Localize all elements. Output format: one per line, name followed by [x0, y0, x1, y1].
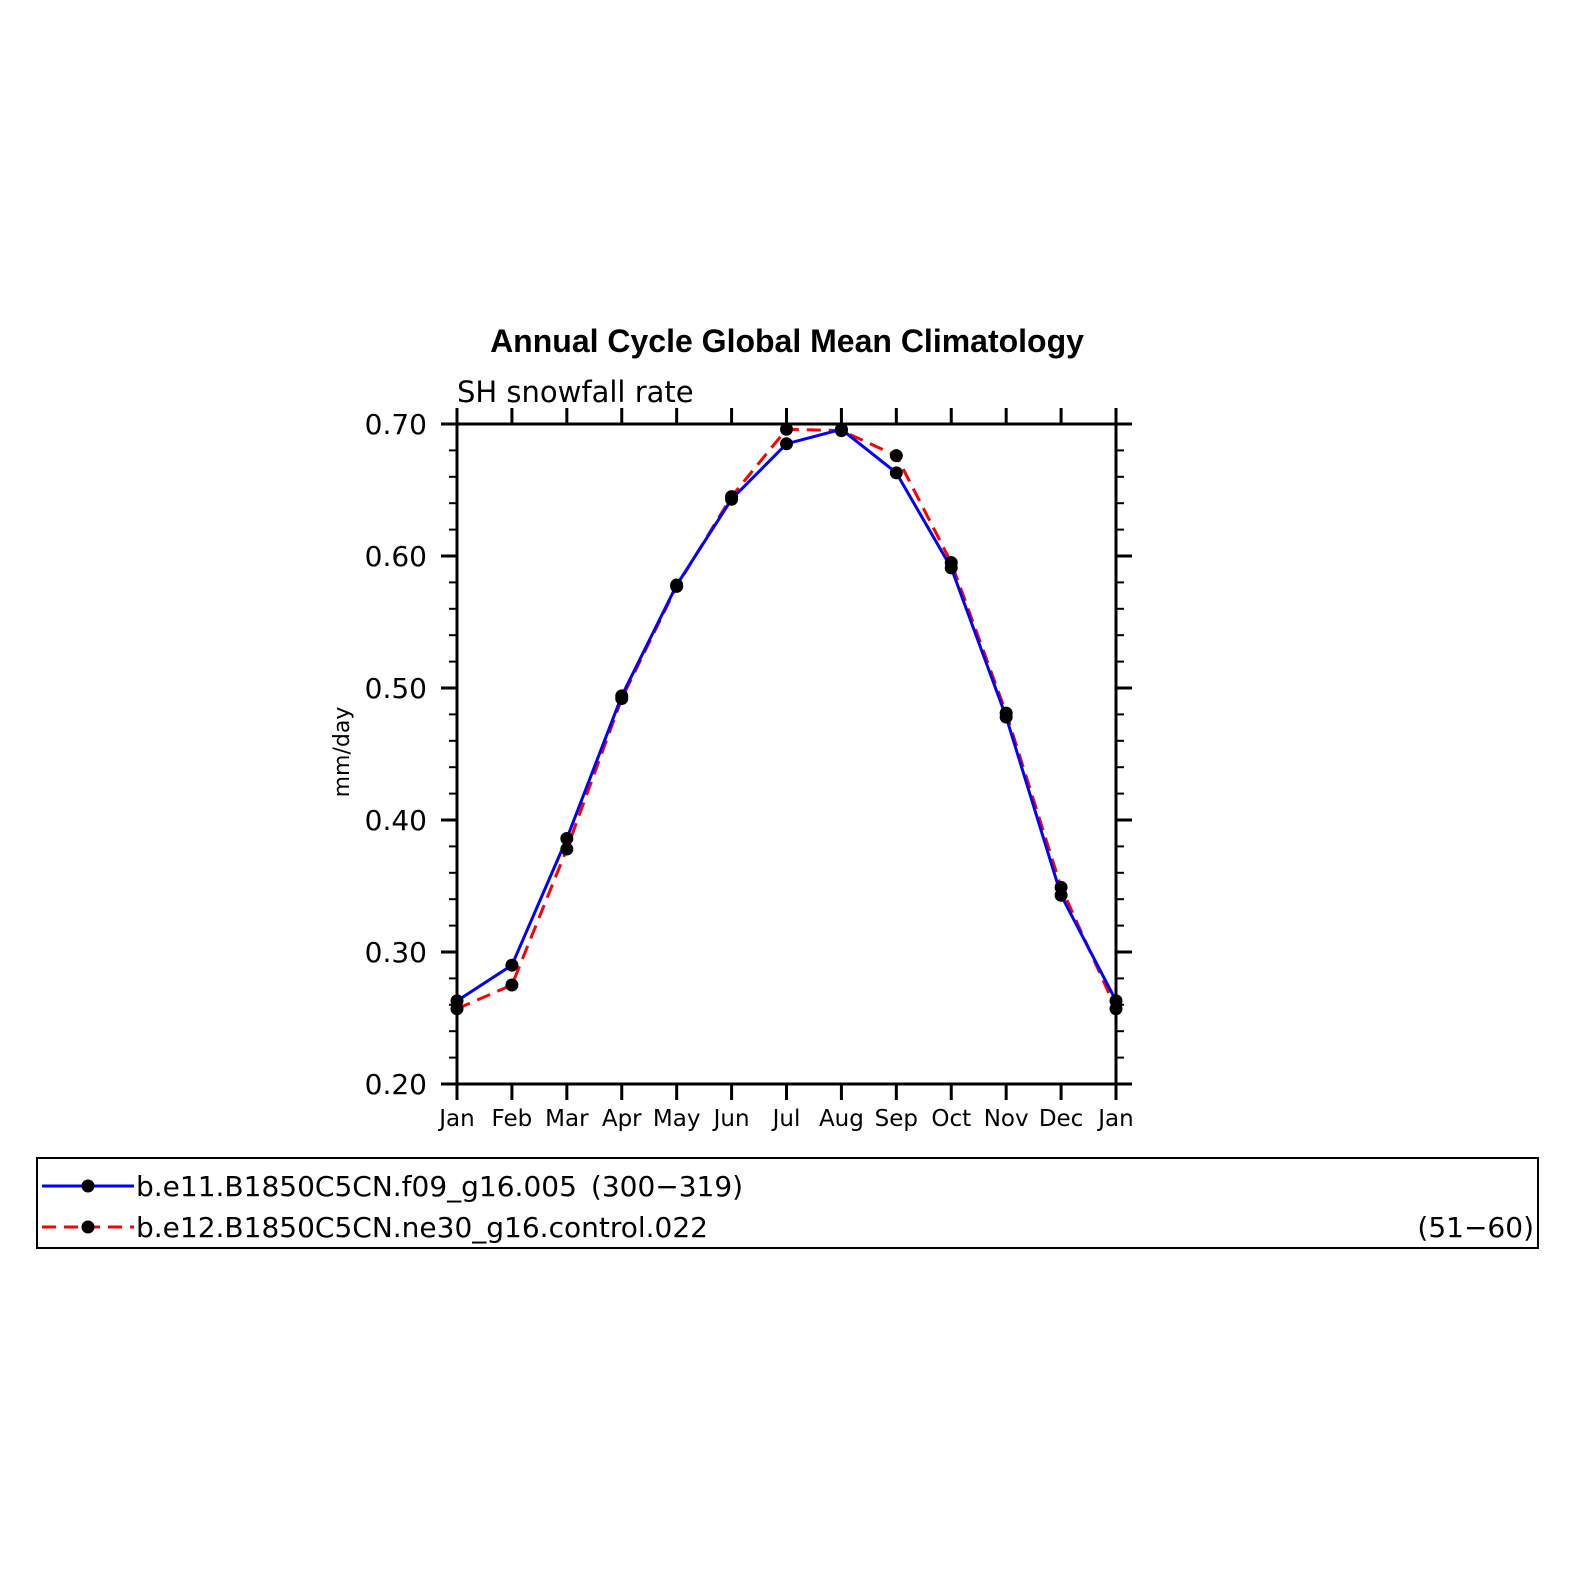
data-point-series-1	[560, 831, 574, 845]
chart-subtitle: SH snowfall rate	[457, 375, 694, 409]
x-tick-label: Nov	[984, 1106, 1029, 1132]
y-tick-label: 0.70	[365, 408, 427, 441]
data-point-series-2	[725, 490, 739, 504]
legend-marker-2	[81, 1220, 95, 1234]
x-tick-label: Apr	[602, 1106, 642, 1132]
y-tick-label: 0.50	[365, 672, 427, 705]
y-axis-label: mm/day	[330, 707, 355, 798]
x-tick-label: Mar	[545, 1106, 589, 1132]
x-tick-label: Jan	[1096, 1106, 1133, 1132]
x-tick-label: Jul	[771, 1106, 801, 1132]
x-tick-label: Sep	[875, 1106, 918, 1132]
y-tick-label: 0.40	[365, 804, 427, 837]
y-tick-label: 0.30	[365, 936, 427, 969]
x-tick-label: Aug	[819, 1106, 864, 1132]
series-line-1	[456, 427, 1118, 1003]
x-tick-label: May	[653, 1106, 701, 1132]
legend-marker-1	[81, 1179, 95, 1193]
x-tick-label: Jan	[437, 1106, 474, 1132]
data-point-series-1	[780, 437, 793, 451]
data-point-series-2	[944, 556, 958, 570]
x-tick-label: Jun	[712, 1106, 750, 1132]
data-point-series-2	[1054, 880, 1068, 894]
data-point-series-2	[560, 842, 574, 856]
data-point-series-2	[670, 579, 684, 593]
legend-period-1: (300−319)	[591, 1170, 743, 1203]
legend: b.e11.B1850C5CN.f09_g16.005 (300−319) b.e1…	[36, 1157, 1539, 1249]
y-tick-label: 0.60	[365, 540, 427, 573]
data-point-series-2	[615, 692, 629, 706]
axis-ticks: Jan Feb Mar Apr May Jun Jul Aug Sep Oct Nov Dec Jan 0…	[365, 408, 1134, 1132]
series-line-2	[456, 427, 1118, 1011]
data-point-series-2	[505, 978, 519, 992]
legend-label-1: b.e11.B1850C5CN.f09_g16.005	[136, 1170, 577, 1203]
data-point-series-1	[889, 466, 903, 480]
data-point-series-1	[505, 958, 519, 972]
legend-label-2: b.e12.B1850C5CN.ne30_g16.control.022	[136, 1211, 708, 1244]
data-point-series-2	[780, 422, 793, 436]
chart-title: Annual Cycle Global Mean Climatology	[490, 323, 1084, 359]
legend-period-2: (51−60)	[1417, 1211, 1534, 1244]
plot-area-frame	[455, 422, 1118, 1086]
data-point-series-2	[889, 449, 903, 463]
legend-box	[36, 1157, 1539, 1249]
x-tick-label: Oct	[931, 1106, 971, 1132]
x-tick-label: Feb	[492, 1106, 533, 1132]
data-point-series-2	[999, 706, 1013, 720]
y-tick-label: 0.20	[365, 1068, 427, 1101]
data-point-series-2	[834, 424, 848, 438]
x-tick-label: Dec	[1039, 1106, 1084, 1132]
series-layer	[450, 422, 1123, 1016]
